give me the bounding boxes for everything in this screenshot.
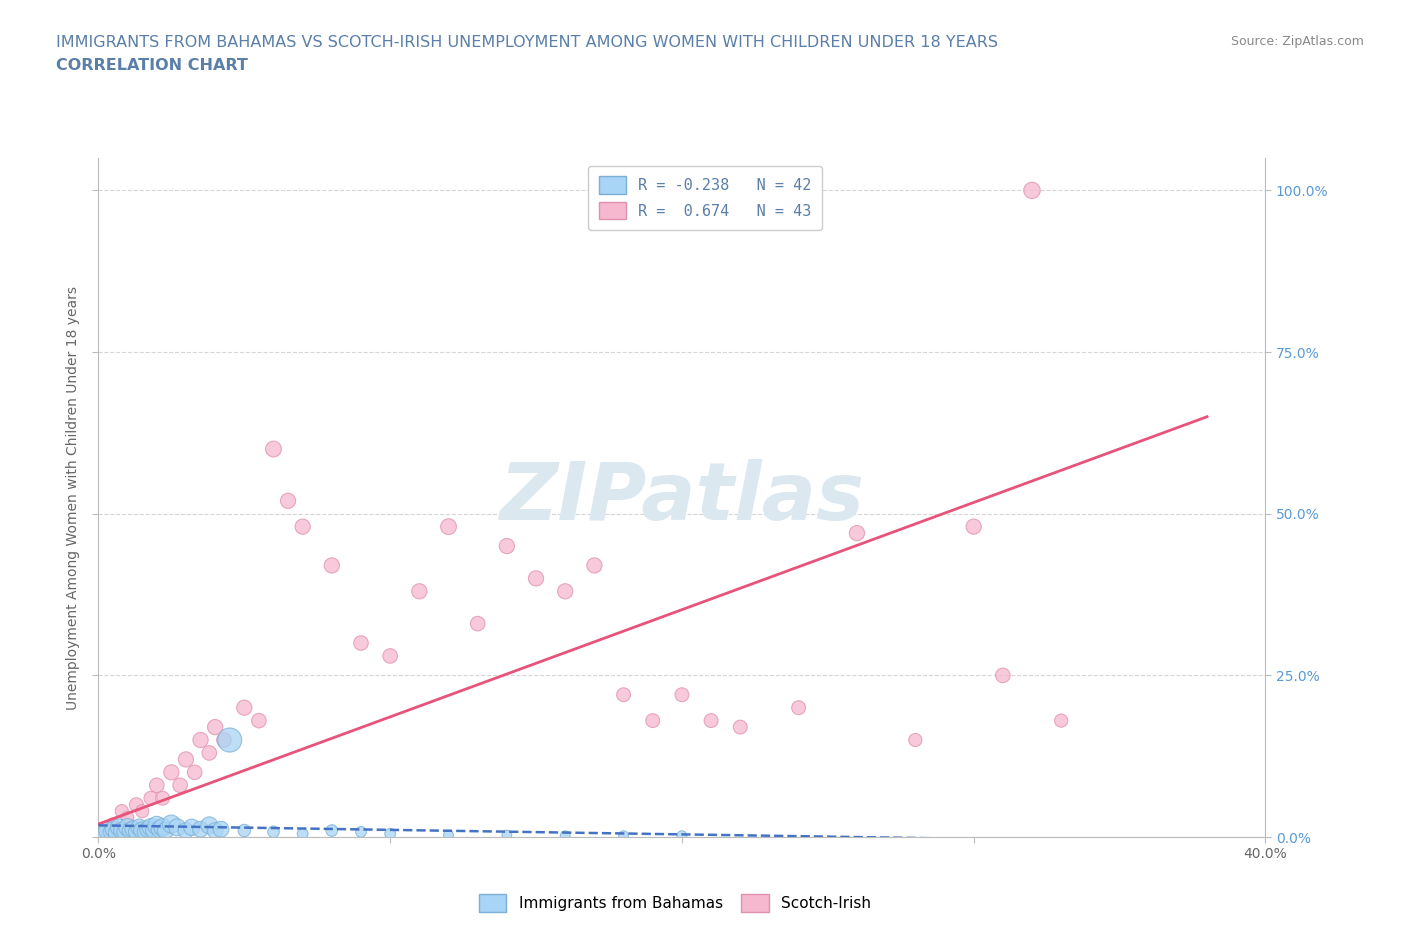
Point xyxy=(101,817,124,831)
Point xyxy=(233,823,256,838)
Point xyxy=(142,823,165,838)
Point xyxy=(128,820,150,835)
Text: Source: ZipAtlas.com: Source: ZipAtlas.com xyxy=(1230,35,1364,48)
Point xyxy=(700,713,723,728)
Point xyxy=(641,713,664,728)
Point xyxy=(111,804,134,818)
Point xyxy=(962,519,984,534)
Point xyxy=(131,823,153,838)
Point xyxy=(467,617,489,631)
Point xyxy=(139,790,162,805)
Text: CORRELATION CHART: CORRELATION CHART xyxy=(56,58,247,73)
Point xyxy=(321,823,343,838)
Point xyxy=(131,804,153,818)
Point xyxy=(554,584,576,599)
Point xyxy=(262,824,284,839)
Point xyxy=(495,538,517,553)
Point xyxy=(198,746,221,761)
Point xyxy=(98,824,121,839)
Point xyxy=(1050,713,1073,728)
Point xyxy=(350,824,373,839)
Point xyxy=(495,828,517,843)
Point xyxy=(247,713,270,728)
Point xyxy=(117,820,139,835)
Point xyxy=(291,827,314,842)
Point xyxy=(114,824,136,839)
Point xyxy=(218,733,240,748)
Point xyxy=(671,829,693,844)
Point xyxy=(612,687,634,702)
Point xyxy=(146,777,169,792)
Point xyxy=(111,823,134,838)
Point xyxy=(1021,183,1043,198)
Point xyxy=(437,828,460,843)
Point xyxy=(190,733,212,748)
Legend: R = -0.238   N = 42, R =  0.674   N = 43: R = -0.238 N = 42, R = 0.674 N = 43 xyxy=(588,166,823,230)
Point xyxy=(125,797,148,812)
Point xyxy=(198,817,221,832)
Point xyxy=(991,668,1014,683)
Point xyxy=(378,827,402,842)
Point xyxy=(262,442,284,457)
Point xyxy=(612,829,634,844)
Point xyxy=(321,558,343,573)
Point xyxy=(152,790,174,805)
Point xyxy=(212,733,235,748)
Text: IMMIGRANTS FROM BAHAMAS VS SCOTCH-IRISH UNEMPLOYMENT AMONG WOMEN WITH CHILDREN U: IMMIGRANTS FROM BAHAMAS VS SCOTCH-IRISH … xyxy=(56,35,998,50)
Point xyxy=(174,823,197,838)
Point xyxy=(408,584,430,599)
Point xyxy=(904,733,927,748)
Point xyxy=(152,820,174,835)
Y-axis label: Unemployment Among Women with Children Under 18 years: Unemployment Among Women with Children U… xyxy=(66,286,80,710)
Text: ZIPatlas: ZIPatlas xyxy=(499,458,865,537)
Point xyxy=(378,648,402,663)
Point xyxy=(204,720,226,735)
Point xyxy=(160,817,183,831)
Point xyxy=(155,823,177,838)
Point xyxy=(93,827,115,842)
Point xyxy=(204,823,226,838)
Point xyxy=(728,720,751,735)
Point xyxy=(524,571,547,586)
Point xyxy=(125,824,148,839)
Point xyxy=(134,824,156,839)
Point xyxy=(583,558,606,573)
Legend: Immigrants from Bahamas, Scotch-Irish: Immigrants from Bahamas, Scotch-Irish xyxy=(472,888,877,918)
Point xyxy=(190,822,212,837)
Point xyxy=(136,822,159,837)
Point xyxy=(149,822,172,837)
Point xyxy=(117,810,139,825)
Point xyxy=(209,822,232,837)
Point xyxy=(101,822,124,837)
Point xyxy=(108,820,131,835)
Point xyxy=(671,687,693,702)
Point xyxy=(122,822,145,837)
Point xyxy=(180,820,202,835)
Point xyxy=(104,826,127,841)
Point xyxy=(845,525,868,540)
Point xyxy=(146,817,169,832)
Point xyxy=(277,493,299,508)
Point xyxy=(120,823,142,838)
Point xyxy=(291,519,314,534)
Point xyxy=(787,700,810,715)
Point xyxy=(139,820,162,835)
Point xyxy=(233,700,256,715)
Point xyxy=(554,829,576,844)
Point xyxy=(166,820,188,835)
Point xyxy=(174,752,197,767)
Point xyxy=(169,777,191,792)
Point xyxy=(160,764,183,779)
Point xyxy=(350,635,373,650)
Point xyxy=(96,823,118,838)
Point xyxy=(183,764,205,779)
Point xyxy=(437,519,460,534)
